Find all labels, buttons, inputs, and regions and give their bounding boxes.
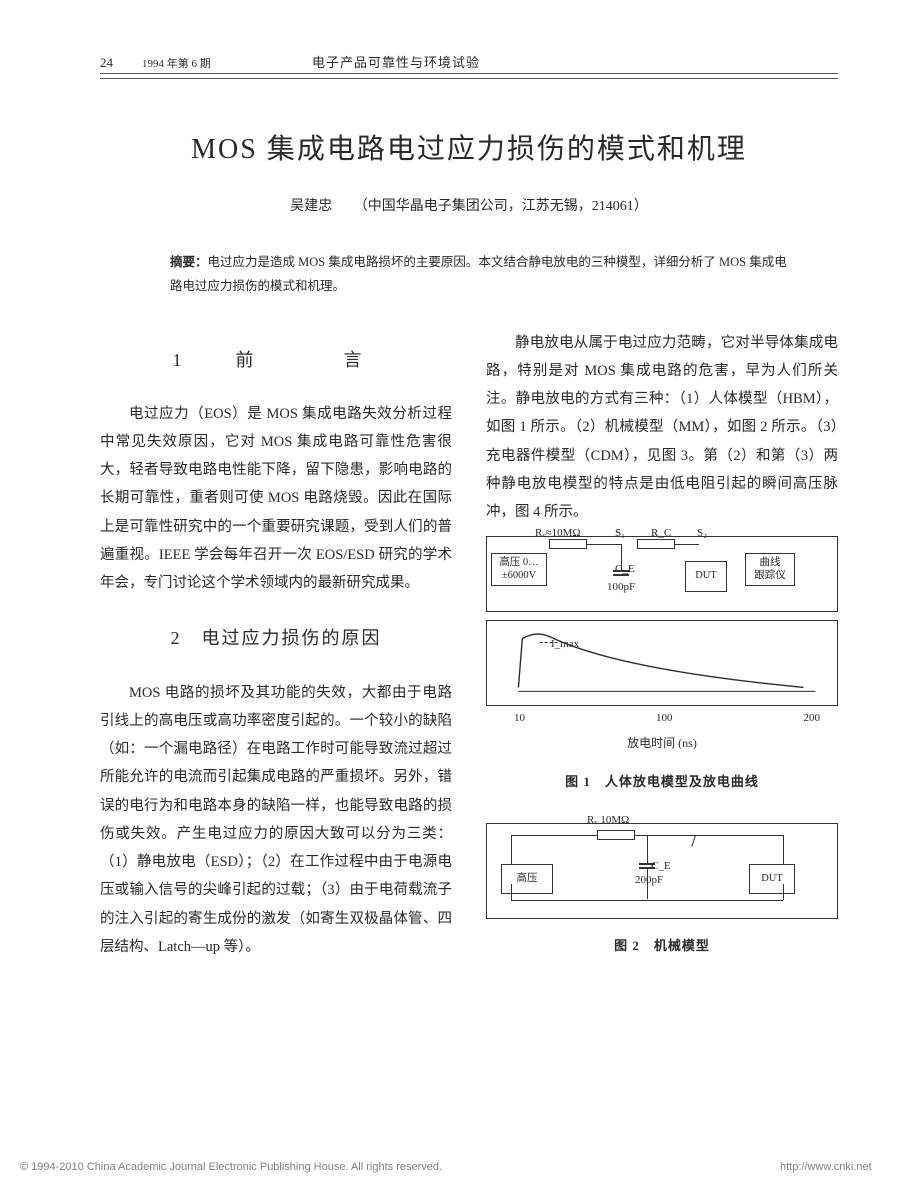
section-1-heading: 1 前 言: [100, 343, 452, 378]
fig1-s1: S₁: [615, 523, 625, 544]
fig2-switch: [691, 834, 696, 846]
author-line: 吴建忠 （中国华晶电子集团公司，江苏无锡，214061）: [100, 195, 838, 215]
two-column-body: 1 前 言 电过应力（EOS）是 MOS 集成电路失效分析过程中常见失效原因，它…: [100, 329, 838, 962]
figure-2-circuit: Rᵥ 10MΩ 高压 C_E 200pF DUT: [486, 823, 838, 919]
abstract-text: 电过应力是造成 MOS 集成电路损坏的主要原因。本文结合静电放电的三种模型，详细…: [170, 255, 787, 293]
fig1-tracer: 曲线 跟踪仪: [745, 553, 795, 585]
fig1-x-ticks: 10 100 200: [486, 706, 838, 729]
running-header: 24 1994 年第 6 期 电子产品可靠性与环境试验: [100, 52, 838, 74]
footer: © 1994-2010 China Academic Journal Elect…: [20, 1161, 442, 1173]
figure-2-caption: 图 2 机械模型: [486, 933, 838, 958]
paragraph-2: MOS 电路的损坏及其功能的失效，大都由于电路引线上的高电压或高功率密度引起的。…: [100, 679, 452, 962]
fig2-dut: DUT: [749, 864, 795, 894]
page-number: 24: [100, 55, 142, 71]
figure-1-circuit: Rᵥ≈10MΩ S₁ R_C S₂ 高压 0… ±6000V C_E 100pF: [486, 536, 838, 612]
section-2-heading: 2 电过应力损伤的原因: [100, 621, 452, 656]
fig1-tick-2: 200: [804, 708, 821, 729]
fig1-tracer-2: 跟踪仪: [746, 569, 794, 582]
footer-copyright: © 1994-2010 China Academic Journal Elect…: [20, 1161, 442, 1173]
fig1-tick-0: 10: [514, 708, 525, 729]
column-left: 1 前 言 电过应力（EOS）是 MOS 集成电路失效分析过程中常见失效原因，它…: [100, 329, 452, 962]
fig2-hv: 高压: [501, 864, 553, 894]
fig1-tracer-1: 曲线: [746, 556, 794, 569]
section-1-title: 前 言: [236, 350, 380, 370]
figure-1-caption: 图 1 人体放电模型及放电曲线: [486, 769, 838, 794]
fig1-resistor-rc: [637, 539, 675, 549]
fig1-hv-source: 高压 0… ±6000V: [491, 553, 547, 585]
fig1-dut: DUT: [685, 561, 727, 591]
author-affiliation: （中国华晶电子集团公司，江苏无锡，214061）: [354, 199, 648, 214]
journal-title: 电子产品可靠性与环境试验: [312, 52, 480, 71]
section-2-number: 2: [171, 628, 182, 648]
author-name: 吴建忠: [290, 199, 332, 214]
column-right: 静电放电从属于电过应力范畴，它对半导体集成电路，特别是对 MOS 集成电路的危害…: [486, 329, 838, 962]
fig1-cap-value: 100pF: [607, 577, 635, 598]
fig1-s2: S₂: [697, 523, 707, 544]
fig1-hv-2: ±6000V: [494, 569, 544, 582]
paragraph-1: 电过应力（EOS）是 MOS 集成电路失效分析过程中常见失效原因，它对 MOS …: [100, 400, 452, 598]
section-1-number: 1: [173, 350, 200, 370]
header-rule: [100, 77, 838, 79]
fig1-hv-1: 高压 0…: [494, 556, 544, 569]
section-2-title: 电过应力损伤的原因: [202, 628, 382, 648]
fig1-resistor-rv: [549, 539, 587, 549]
fig1-imax: I_max: [551, 634, 579, 655]
abstract-block: 摘要：电过应力是造成 MOS 集成电路损坏的主要原因。本文结合静电放电的三种模型…: [170, 251, 788, 299]
fig2-rv-label: Rᵥ 10MΩ: [587, 810, 629, 831]
fig2-cap-value: 200pF: [635, 870, 663, 891]
fig1-tick-1: 100: [656, 708, 673, 729]
footer-url: http://www.cnki.net: [780, 1161, 872, 1173]
fig2-resistor: [597, 830, 635, 840]
paragraph-3: 静电放电从属于电过应力范畴，它对半导体集成电路，特别是对 MOS 集成电路的危害…: [486, 329, 838, 527]
figure-1-graph: I_max: [486, 620, 838, 706]
article-title: MOS 集成电路电过应力损伤的模式和机理: [100, 127, 838, 167]
fig1-x-axis-label: 放电时间 (ns): [486, 732, 838, 755]
fig1-decay-curve: [487, 621, 837, 705]
issue-label: 1994 年第 6 期: [142, 55, 312, 71]
abstract-label: 摘要：: [170, 255, 208, 269]
